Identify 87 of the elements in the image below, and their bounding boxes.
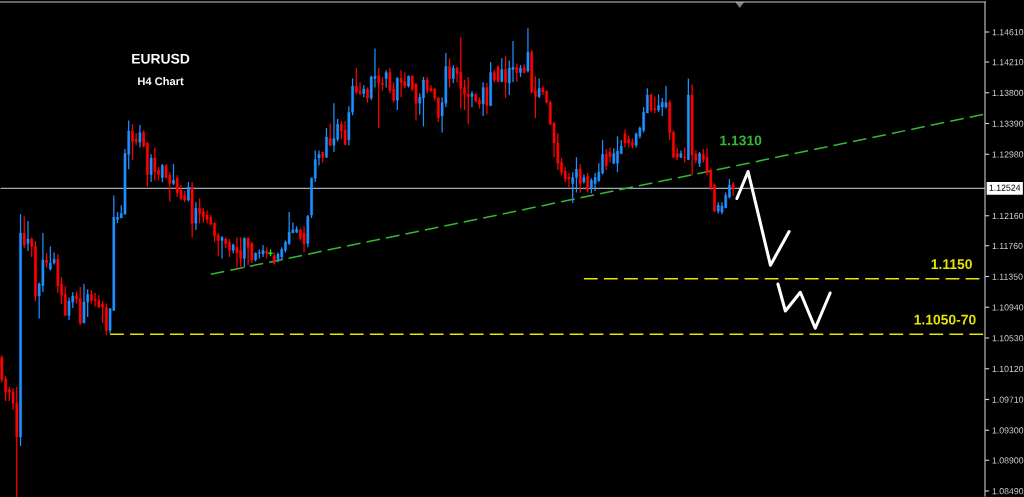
candlestick <box>250 241 254 264</box>
candlestick <box>631 137 634 149</box>
candlestick <box>63 285 67 317</box>
candlestick <box>34 240 37 302</box>
candlestick <box>575 156 578 194</box>
y-tick-label: 1.08490 <box>992 488 1024 495</box>
candlestick <box>664 85 668 110</box>
candlestick <box>567 172 571 188</box>
candlestick <box>377 67 381 129</box>
candlestick <box>82 283 86 324</box>
candlestick <box>228 238 231 258</box>
candlestick <box>657 93 660 113</box>
candlestick <box>138 124 142 149</box>
candlestick <box>396 76 399 111</box>
candlestick <box>399 69 403 98</box>
ref-line-label: 1.12524 <box>989 184 1021 191</box>
candlestick <box>466 76 470 125</box>
candlestick <box>407 74 410 89</box>
y-tick-label: 1.14210 <box>992 59 1024 66</box>
text: EURUSD <box>132 53 190 64</box>
candlestick <box>93 292 97 308</box>
candlestick <box>254 251 257 263</box>
text: H4 Chart <box>138 77 184 86</box>
candlestick <box>243 236 246 269</box>
y-tick-label: 1.10940 <box>992 304 1024 311</box>
candlestick <box>153 146 157 182</box>
candlestick <box>485 82 489 116</box>
candlestick <box>470 90 474 108</box>
candlestick <box>354 67 358 95</box>
candlestick <box>604 148 608 171</box>
candlestick <box>504 55 507 99</box>
candlestick <box>175 174 179 198</box>
candlestick <box>325 127 328 159</box>
y-tick-label: 1.13800 <box>992 89 1024 97</box>
candlestick <box>67 296 71 321</box>
series-label: 1.1310 <box>720 135 762 146</box>
candlestick <box>90 289 93 305</box>
y-tick-label: 1.08900 <box>992 457 1024 464</box>
candlestick <box>332 102 336 153</box>
candlestick <box>519 64 522 78</box>
line-series <box>776 282 832 330</box>
candlestick <box>246 236 250 266</box>
y-tick-label: 1.14610 <box>992 29 1024 36</box>
candlestick <box>187 181 190 203</box>
candlestick <box>26 220 30 252</box>
candlestick <box>459 36 463 110</box>
candlestick <box>422 76 425 128</box>
candlestick <box>448 57 451 89</box>
candlestick <box>698 151 701 168</box>
y-tick-label: 1.12160 <box>992 212 1024 220</box>
candlestick <box>478 96 481 110</box>
candlestick <box>22 215 26 249</box>
candlestick <box>198 197 201 224</box>
y-tick-label: 1.13390 <box>992 120 1024 127</box>
y-tick-label: 1.10120 <box>992 365 1024 373</box>
candlestick <box>105 302 108 336</box>
candlestick <box>616 135 619 173</box>
candlestick <box>172 163 175 186</box>
candlestick <box>194 201 198 231</box>
candlestick <box>526 27 530 74</box>
y-tick-label: 1.12980 <box>992 151 1024 158</box>
candlestick <box>537 77 541 99</box>
candlestick <box>220 235 224 260</box>
candlestick <box>366 86 369 104</box>
candlestick <box>381 76 384 92</box>
y-tick-label: 1.11760 <box>992 242 1023 250</box>
y-tick-label: 1.10530 <box>992 335 1024 342</box>
line-series <box>735 169 791 267</box>
y-tick-label: 1.11350 <box>992 273 1023 280</box>
candlestick <box>511 40 515 83</box>
candlestick <box>578 163 582 194</box>
candlestick <box>586 172 589 194</box>
series-label: 1.1150 <box>931 259 972 270</box>
candlestick <box>149 153 153 183</box>
candlestick <box>481 81 485 117</box>
candlestick <box>213 221 216 243</box>
candlestick <box>131 123 134 161</box>
candlestick <box>19 213 22 447</box>
y-tick-label: 1.09710 <box>992 396 1024 403</box>
y-tick-label: 1.09300 <box>992 427 1024 434</box>
candlestick <box>571 171 575 204</box>
series-label: 1.1050-70 <box>914 314 976 325</box>
candlestick <box>239 236 242 269</box>
candlestick <box>52 251 56 266</box>
candlestick <box>261 244 265 258</box>
candlestick <box>235 236 239 269</box>
candlestick <box>302 225 306 254</box>
